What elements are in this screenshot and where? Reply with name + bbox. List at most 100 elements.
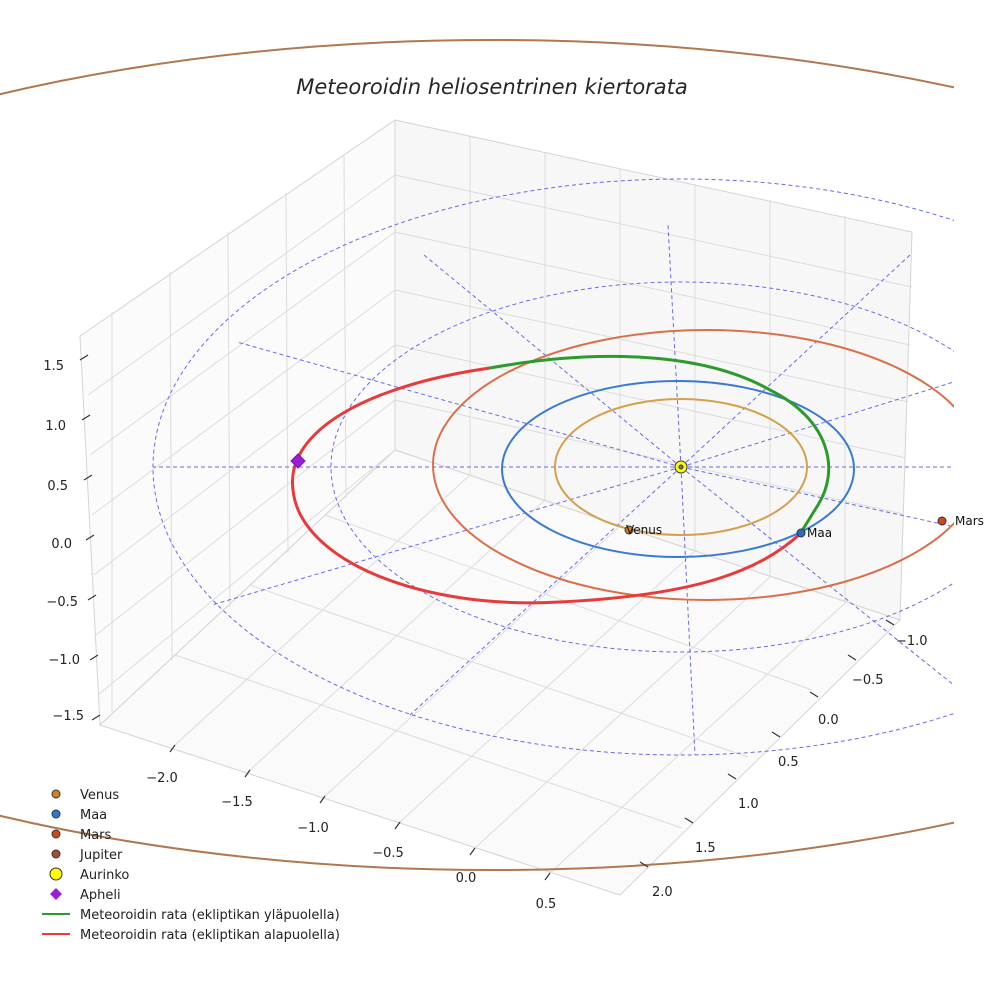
y-tick-mark	[885, 619, 895, 626]
x-axis: −2.0 −1.5 −1.0 −0.5 0.0 0.5	[146, 744, 557, 912]
y-tick-label: −0.5	[852, 673, 884, 688]
venus-label: Venus	[626, 523, 662, 537]
z-tick-mark	[79, 354, 89, 361]
legend-sun-marker	[49, 867, 63, 881]
reference-spoke	[667, 224, 682, 468]
z-tick-label: −0.5	[46, 595, 78, 610]
jupiter-orbit	[0, 39, 954, 871]
reference-spoke	[680, 466, 954, 686]
legend-aphelion-marker	[50, 888, 62, 900]
grid-line	[394, 289, 909, 403]
reference-spoke	[680, 466, 696, 756]
legend: Venus Maa Mars Jupiter Aurinko Apheli Me…	[42, 788, 340, 943]
y-tick-label: 1.5	[695, 841, 716, 856]
legend-mars-label: Mars	[80, 828, 112, 843]
legend-jupiter-marker	[51, 849, 61, 859]
aphelion-marker	[290, 453, 306, 469]
legend-venus-label: Venus	[80, 788, 119, 803]
y-tick-mark	[847, 654, 857, 661]
meteoroid-track	[291, 354, 831, 605]
legend-mars-marker	[51, 829, 61, 839]
y-tick-label: 1.0	[738, 797, 759, 812]
y-tick-label: −1.0	[896, 634, 928, 649]
grid-line	[174, 474, 471, 746]
z-axis: 1.5 1.0 0.5 0.0 −0.5 −1.0 −1.5	[43, 354, 101, 724]
z-tick-mark	[85, 534, 95, 541]
x-tick-mark	[469, 847, 476, 856]
track-below-ecliptic	[291, 366, 802, 605]
y-tick-mark	[771, 731, 781, 738]
grid-line	[324, 525, 621, 797]
y-tick-mark	[809, 691, 819, 698]
track-above-ecliptic	[489, 354, 831, 535]
chart-title: Meteoroidin heliosentrinen kiertorata	[296, 75, 688, 99]
x-tick-mark	[394, 821, 401, 830]
x-tick-mark	[319, 795, 326, 804]
grid-line	[249, 584, 749, 758]
x-tick-label: −1.5	[221, 795, 253, 810]
x-tick-label: 0.0	[456, 871, 477, 886]
y-tick-mark	[639, 861, 649, 868]
axes-box	[79, 119, 913, 896]
z-tick-mark	[91, 714, 101, 721]
z-tick-mark	[89, 654, 99, 661]
grid-line	[249, 499, 546, 771]
reference-spoke	[211, 466, 682, 606]
venus-marker	[624, 525, 634, 535]
grid-line	[394, 231, 911, 346]
z-tick-label: −1.0	[48, 653, 80, 668]
legend-venus-marker	[51, 789, 61, 799]
z-tick-mark	[87, 594, 97, 601]
venus-orbit	[554, 398, 808, 536]
grid-line	[343, 154, 347, 499]
z-tick-label: 0.0	[51, 537, 72, 552]
legend-track-below-label: Meteoroidin rata (ekliptikan alapuolella…	[80, 928, 340, 943]
grid-line	[394, 399, 904, 515]
bodies	[290, 453, 947, 538]
grid-line	[549, 602, 846, 874]
z-tick-label: −1.5	[52, 709, 84, 724]
reference-circle	[330, 281, 954, 653]
z-tick-mark	[81, 414, 91, 421]
y-tick-label: 0.0	[818, 713, 839, 728]
x-tick-label: −1.0	[297, 821, 329, 836]
x-tick-label: −0.5	[372, 846, 404, 861]
legend-track-above-label: Meteoroidin rata (ekliptikan yläpuolella…	[80, 908, 340, 923]
sun-core	[678, 464, 684, 470]
legend-jupiter-label: Jupiter	[79, 848, 123, 863]
reference-spoke	[680, 254, 911, 468]
z-tick-label: 1.5	[43, 359, 64, 374]
y-tick-mark	[727, 773, 737, 780]
reference-spoke	[409, 466, 682, 716]
legend-aphelion-label: Apheli	[80, 888, 121, 903]
mars-marker	[937, 516, 947, 526]
y-tick-label: 2.0	[652, 885, 673, 900]
x-tick-mark	[544, 872, 551, 881]
mars-label: Mars	[955, 514, 984, 528]
earth-marker	[796, 528, 806, 538]
legend-earth-label: Maa	[80, 808, 107, 823]
grid-line	[169, 271, 173, 661]
z-tick-label: 0.5	[47, 479, 68, 494]
grid-line	[474, 576, 771, 849]
grid-line	[174, 654, 683, 829]
y-tick-label: 0.5	[778, 755, 799, 770]
earth-orbit	[501, 380, 855, 558]
planet-orbits	[0, 39, 954, 871]
z-tick-label: 1.0	[45, 419, 66, 434]
mars-orbit	[432, 329, 954, 601]
grid-line	[285, 192, 289, 554]
legend-sun-label: Aurinko	[80, 868, 129, 883]
x-tick-label: 0.5	[536, 897, 557, 912]
grid-line	[227, 231, 231, 608]
x-tick-label: −2.0	[146, 771, 178, 786]
z-tick-mark	[83, 474, 93, 481]
x-tick-mark	[244, 769, 251, 778]
earth-label: Maa	[807, 526, 832, 540]
y-axis: −1.0 −0.5 0.0 0.5 1.0 1.5 2.0	[639, 619, 928, 900]
legend-earth-marker	[51, 809, 61, 819]
x-tick-mark	[169, 744, 176, 753]
y-tick-mark	[684, 817, 694, 824]
floor-pane	[99, 449, 901, 896]
